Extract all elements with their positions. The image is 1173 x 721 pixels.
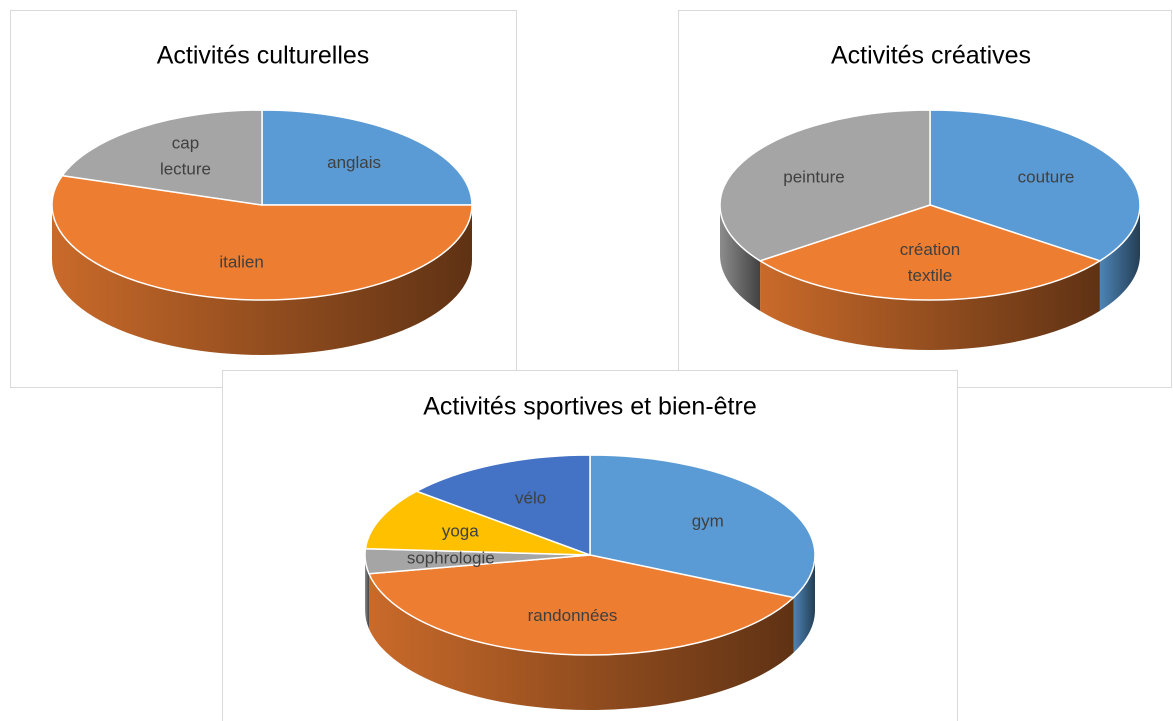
slice-label: sophrologie [407, 548, 495, 567]
pie-slice [414, 454, 591, 557]
pie-slice [589, 454, 816, 599]
pie-side [1099, 205, 1140, 311]
pie-slice [367, 554, 796, 656]
pie-side [365, 555, 369, 629]
pie-chart: Activités culturelles anglais italien cap le… [10, 10, 517, 388]
slice-label: gym [692, 511, 724, 530]
slice-label: yoga [442, 522, 479, 541]
chart-title: Activités créatives [831, 42, 1031, 70]
chart-title: Activités culturelles [157, 42, 370, 70]
pie-side [368, 573, 794, 710]
pie-side [719, 205, 761, 311]
slice-label: création textile [900, 240, 960, 285]
pie-side [793, 555, 815, 653]
slice-label: italien [219, 253, 263, 272]
slice-label: cap lecture [160, 134, 211, 179]
pie-side [52, 205, 472, 355]
slice-label: peinture [783, 168, 844, 187]
slice-label: vélo [515, 488, 546, 507]
chart-title: Activités sportives et bien-être [423, 393, 756, 421]
pie-chart: Activités créatives couture création textil… [678, 10, 1172, 388]
slice-label: randonnées [528, 606, 618, 625]
pie-slice [929, 109, 1141, 262]
pie-slice [261, 109, 473, 206]
pie-slice [758, 204, 1102, 301]
slice-label: anglais [327, 153, 381, 172]
pie-slice [364, 490, 591, 556]
slice-label: couture [1018, 168, 1075, 187]
pie-slice [719, 109, 931, 262]
pie-side [760, 260, 1100, 350]
pie-slice [51, 174, 473, 301]
pie-slice [60, 109, 263, 206]
pie-chart: Activités sportives et bien-être gym rando… [222, 370, 958, 721]
